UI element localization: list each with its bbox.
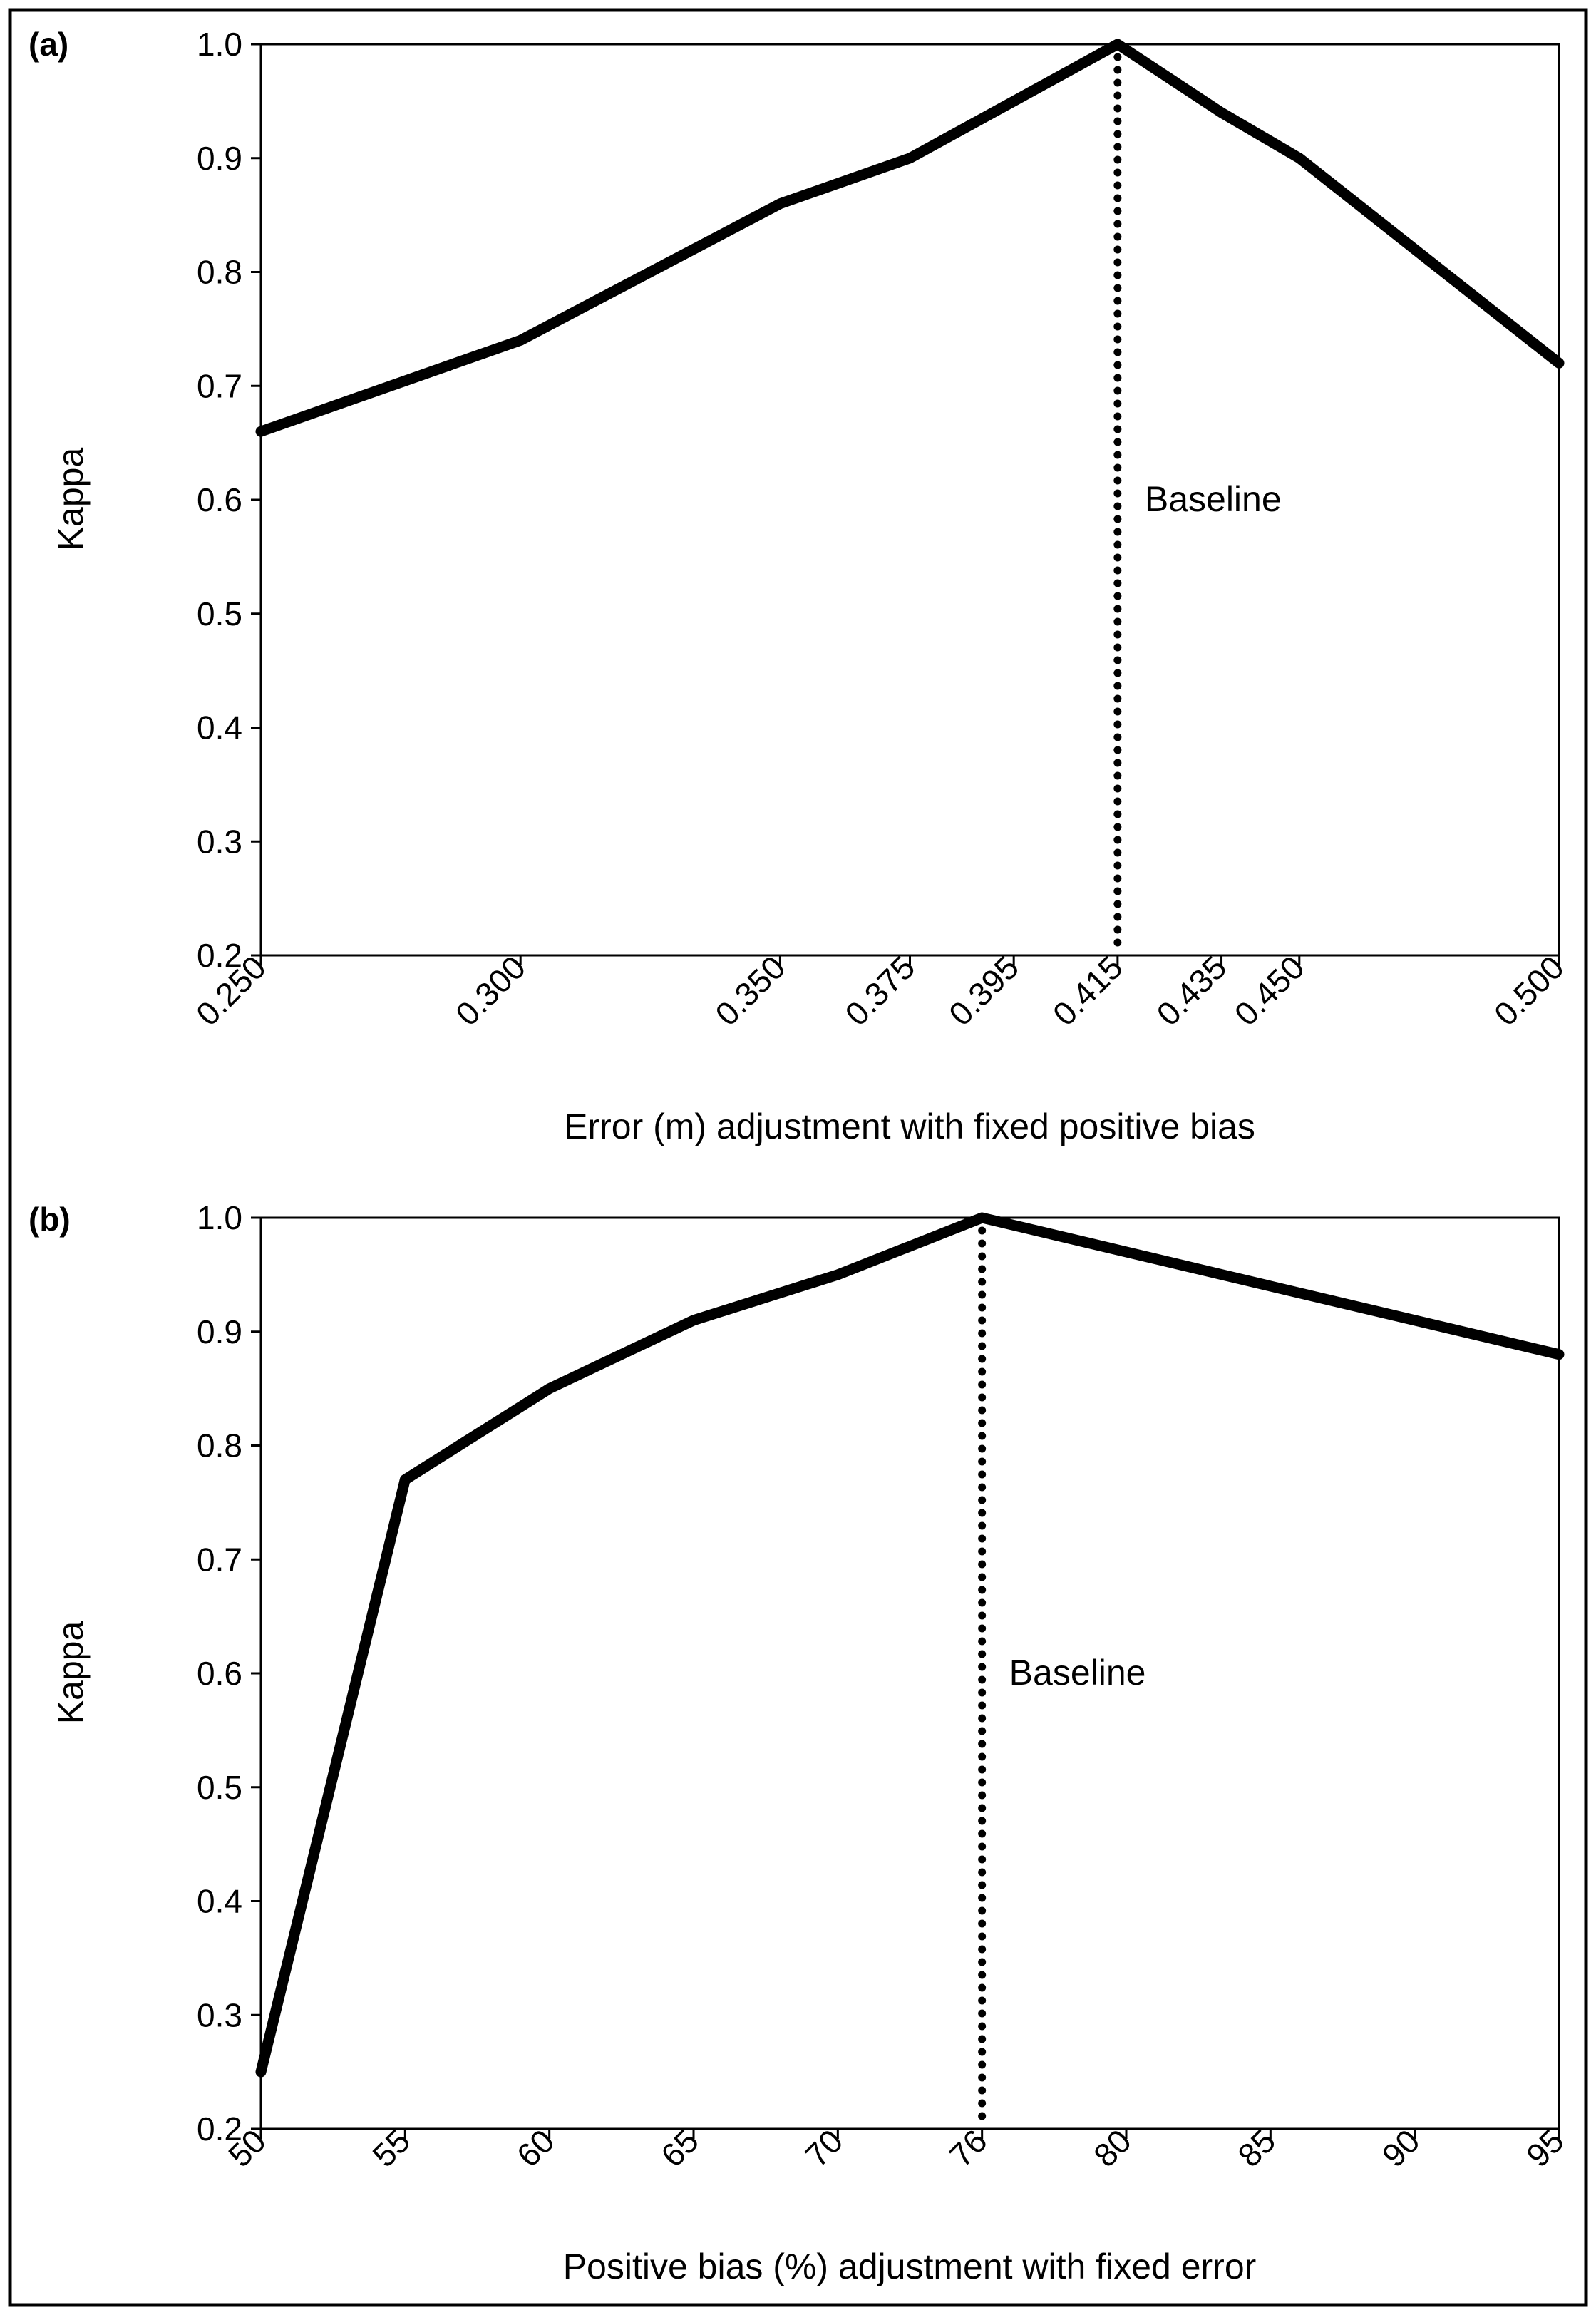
panel-label-a: (a) bbox=[29, 26, 68, 63]
y-axis-title-b: Kappa bbox=[51, 1621, 91, 1725]
y-tick-label-a-3: 0.5 bbox=[197, 595, 242, 632]
y-tick-label-b-3: 0.5 bbox=[197, 1769, 242, 1806]
x-axis-title-a: Error (m) adjustment with fixed positive… bbox=[564, 1107, 1255, 1146]
kappa-series-line-b bbox=[255, 1212, 1565, 2078]
y-tick-label-b-1: 0.3 bbox=[197, 1996, 242, 2033]
y-tick-label-b-4: 0.6 bbox=[197, 1655, 242, 1692]
y-tick-label-a-0: 0.2 bbox=[197, 937, 242, 974]
y-tick-label-b-5: 0.7 bbox=[197, 1541, 242, 1578]
y-tick-label-a-4: 0.6 bbox=[197, 481, 242, 518]
y-axis-b: 0.2 0.3 0.4 0.5 0.6 0.7 0.8 0.9 1.0 bbox=[197, 1199, 261, 2147]
baseline-label-a: Baseline bbox=[1145, 479, 1282, 519]
panel-label-b: (b) bbox=[29, 1201, 71, 1238]
y-tick-label-a-1: 0.3 bbox=[197, 823, 242, 860]
y-tick-label-a-8: 1.0 bbox=[197, 26, 242, 63]
y-tick-label-a-5: 0.7 bbox=[197, 367, 242, 404]
y-tick-label-b-2: 0.4 bbox=[197, 1883, 242, 1920]
y-tick-label-a-2: 0.4 bbox=[197, 709, 242, 746]
baseline-label-b: Baseline bbox=[1009, 1653, 1146, 1693]
y-axis-a: 0.2 0.3 0.4 0.5 0.6 0.7 0.8 0.9 1.0 bbox=[197, 26, 261, 974]
x-axis-title-b: Positive bias (%) adjustment with fixed … bbox=[563, 2247, 1257, 2286]
y-tick-label-a-6: 0.8 bbox=[197, 254, 242, 291]
y-axis-title-a: Kappa bbox=[51, 448, 91, 551]
figure-border bbox=[8, 8, 1588, 2307]
y-tick-label-b-6: 0.8 bbox=[197, 1427, 242, 1464]
y-tick-label-b-8: 1.0 bbox=[197, 1199, 242, 1236]
y-tick-label-a-7: 0.9 bbox=[197, 140, 242, 177]
y-tick-label-b-7: 0.9 bbox=[197, 1313, 242, 1350]
y-tick-label-b-0: 0.2 bbox=[197, 2110, 242, 2147]
kappa-series-line-a bbox=[255, 39, 1565, 437]
